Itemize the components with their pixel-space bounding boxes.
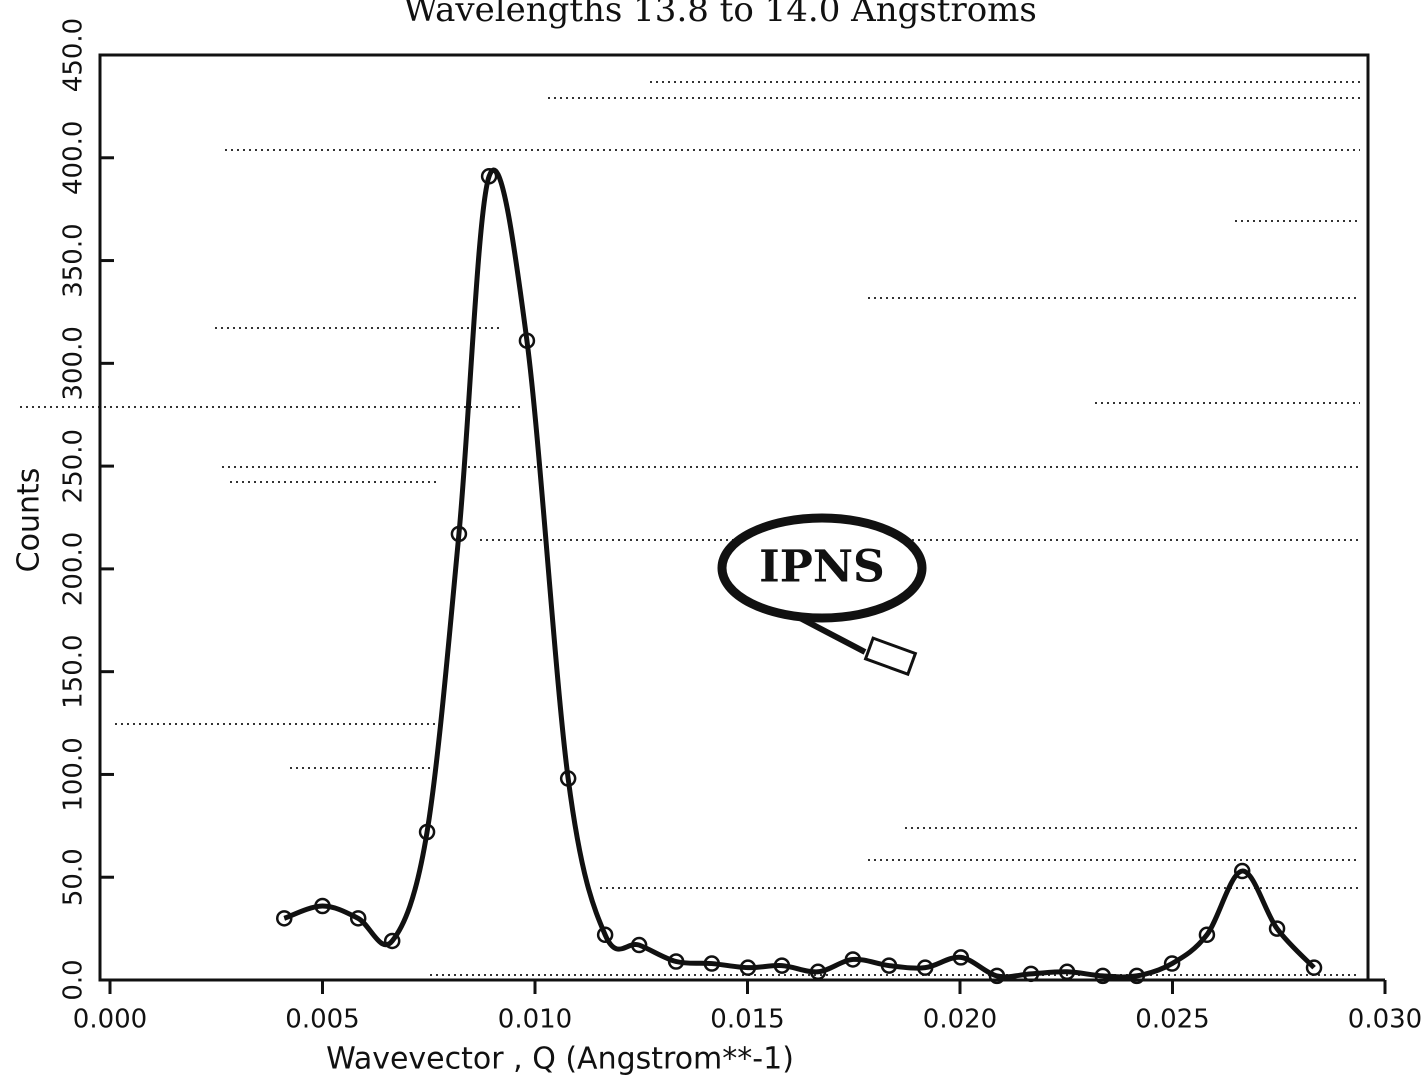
- y-tick-label: 100.0: [59, 737, 89, 811]
- data-point: [703, 955, 721, 972]
- data-point: [418, 823, 436, 841]
- data-point: [1198, 926, 1216, 944]
- data-point: [1128, 967, 1146, 985]
- data-point: [1233, 862, 1251, 880]
- scan-noise: [20, 81, 1360, 976]
- x-tick-label: 0.005: [285, 1005, 359, 1035]
- data-point: [739, 959, 757, 976]
- data-point: [559, 770, 577, 787]
- data-point: [383, 932, 401, 950]
- data-point: [1058, 963, 1076, 981]
- chart-title: Wavelengths 13.8 to 14.0 Angstroms: [403, 0, 1037, 30]
- y-tick-label: 0.0: [59, 959, 89, 1000]
- data-point: [1268, 920, 1286, 937]
- x-tick-label: 0.010: [498, 1005, 572, 1035]
- x-tick-label: 0.020: [923, 1005, 997, 1035]
- plot-frame: [98, 53, 1370, 982]
- y-tick-label: 50.0: [59, 848, 89, 906]
- data-point: [518, 332, 536, 349]
- data-point: [450, 525, 468, 543]
- y-tick-label: 250.0: [59, 429, 89, 503]
- data-point: [916, 959, 934, 976]
- y-tick-label: 150.0: [59, 634, 89, 708]
- data-point: [276, 910, 293, 927]
- x-tick-label: 0.015: [710, 1005, 784, 1035]
- y-tick-label: 400.0: [59, 121, 89, 195]
- data-point: [349, 910, 367, 927]
- data-point: [880, 957, 898, 974]
- x-axis-label: Wavevector , Q (Angstrom**-1): [326, 1042, 794, 1077]
- data-point: [844, 951, 862, 968]
- data-point: [667, 953, 685, 970]
- x-tick-label: 0.030: [1348, 1005, 1422, 1035]
- x-tick-label: 0.000: [73, 1005, 147, 1035]
- y-axis-label: Counts: [12, 468, 47, 573]
- data-point: [314, 897, 331, 915]
- fit-line: [283, 167, 1316, 980]
- data-point: [988, 967, 1006, 985]
- data-point: [773, 957, 791, 974]
- data-point: [1022, 965, 1040, 983]
- y-tick-label: 450.0: [59, 18, 89, 92]
- data-point: [809, 963, 827, 981]
- data-point: [1305, 959, 1323, 976]
- logo: IPNS: [717, 513, 927, 677]
- data-point: [952, 949, 970, 966]
- data-point: [596, 926, 614, 944]
- data-point: [480, 168, 498, 185]
- logo-text: IPNS: [759, 542, 885, 593]
- y-tick-label: 300.0: [59, 326, 89, 400]
- y-tick-label: 350.0: [59, 223, 89, 297]
- data-point: [1163, 955, 1181, 972]
- data-point: [1094, 967, 1112, 985]
- y-tick-label: 200.0: [59, 532, 89, 606]
- data-point: [630, 936, 648, 954]
- x-tick-label: 0.025: [1135, 1005, 1209, 1035]
